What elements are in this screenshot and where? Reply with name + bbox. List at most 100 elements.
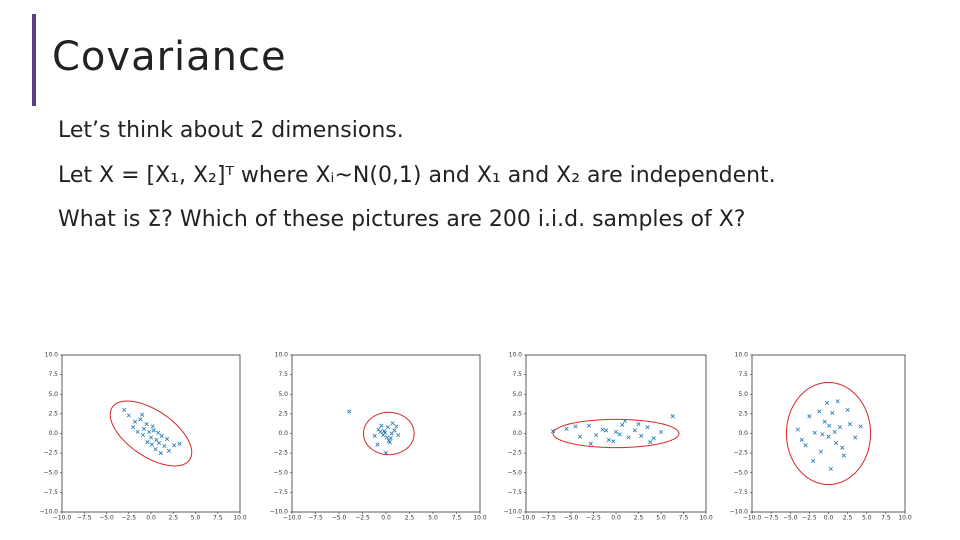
point <box>847 421 853 427</box>
y-tick-label: −2.5 <box>43 450 58 457</box>
x-tick-label: −5.0 <box>332 515 347 522</box>
point <box>147 429 152 435</box>
y-tick-label: −5.0 <box>507 469 522 476</box>
point <box>386 438 391 443</box>
point <box>840 445 845 450</box>
point <box>389 431 394 436</box>
scatter-plot: −10.0 −7.5 −5.0 −2.5 0.0 2.5 5.0 7.5 10.0 −10.0 −7… <box>40 352 247 522</box>
x-tick-label: 7.5 <box>213 515 223 522</box>
point <box>795 427 800 432</box>
slide-title: Covariance <box>52 34 287 80</box>
y-tick-label: 5.0 <box>512 391 522 398</box>
y-tick-label: 2.5 <box>278 410 288 417</box>
x-tick-label: 7.5 <box>679 515 689 522</box>
point <box>131 425 136 430</box>
point <box>577 434 583 439</box>
ellipse <box>785 381 872 486</box>
point <box>588 441 593 446</box>
point <box>156 430 161 435</box>
x-tick-label: −7.5 <box>77 515 92 522</box>
y-tick-label: −10.0 <box>40 509 59 516</box>
bullet-text: Let’s think about 2 dimensions. <box>58 118 404 143</box>
y-tick-label: −2.5 <box>507 450 522 457</box>
point <box>145 440 150 445</box>
y-tick-label: −7.5 <box>733 489 748 496</box>
accent-bar <box>32 14 36 106</box>
x-tick-label: 0.0 <box>611 515 621 522</box>
y-tick-label: 5.0 <box>738 391 748 398</box>
point <box>132 419 138 424</box>
point <box>799 437 804 442</box>
point <box>144 421 149 427</box>
y-tick-label: 7.5 <box>738 371 748 378</box>
point <box>140 432 146 438</box>
point <box>148 435 154 440</box>
point <box>151 428 156 433</box>
x-tick-label: −7.5 <box>541 515 556 522</box>
y-tick-label: 0.0 <box>512 430 522 437</box>
x-tick-label: −10.0 <box>517 515 536 522</box>
point <box>394 424 399 429</box>
point <box>162 443 167 449</box>
point <box>626 435 631 440</box>
y-tick-label: 0.0 <box>278 430 288 437</box>
scatter-plot: −10.0 −7.5 −5.0 −2.5 0.0 2.5 5.0 7.5 10.0 −10.0 −7… <box>270 352 487 522</box>
point <box>564 426 569 431</box>
y-tick-label: −10.0 <box>730 509 749 516</box>
y-tick-label: 10.0 <box>509 352 523 359</box>
point <box>396 432 401 438</box>
ellipse <box>109 400 193 467</box>
x-tick-label: 2.5 <box>634 515 644 522</box>
point <box>158 451 163 456</box>
ellipse <box>362 411 415 456</box>
y-tick-label: 7.5 <box>48 371 58 378</box>
y-tick-label: 0.0 <box>738 430 748 437</box>
point <box>613 429 619 435</box>
point <box>820 432 825 437</box>
point <box>639 433 644 438</box>
x-tick-label: −10.0 <box>743 515 762 522</box>
y-tick-label: −7.5 <box>273 489 288 496</box>
point <box>845 407 850 413</box>
x-tick-label: −5.0 <box>99 515 114 522</box>
point <box>379 423 384 428</box>
x-tick-label: 10.0 <box>233 515 247 522</box>
y-tick-label: 5.0 <box>278 391 288 398</box>
point <box>658 429 664 435</box>
point <box>617 432 622 437</box>
x-tick-label: 0.0 <box>381 515 391 522</box>
point <box>803 443 808 448</box>
x-tick-label: 10.0 <box>699 515 713 522</box>
point <box>606 437 611 442</box>
y-tick-label: 5.0 <box>48 391 58 398</box>
point <box>159 433 164 438</box>
point <box>347 409 352 414</box>
ellipse <box>552 418 680 449</box>
point <box>135 429 140 435</box>
point <box>853 435 858 440</box>
point <box>141 426 146 431</box>
y-tick-label: 10.0 <box>275 352 289 359</box>
x-tick-label: 0.0 <box>146 515 156 522</box>
x-tick-label: 2.5 <box>405 515 415 522</box>
point <box>149 442 154 447</box>
point <box>830 411 835 416</box>
x-tick-label: 2.5 <box>168 515 178 522</box>
point <box>832 429 837 435</box>
point <box>822 419 827 424</box>
point <box>177 441 182 446</box>
x-tick-label: 5.0 <box>428 515 438 522</box>
point <box>550 429 556 434</box>
y-tick-label: 2.5 <box>738 410 748 417</box>
point <box>166 448 171 453</box>
point <box>384 435 390 440</box>
point <box>126 413 131 418</box>
point <box>150 424 155 429</box>
x-tick-label: 2.5 <box>843 515 853 522</box>
y-tick-label: 10.0 <box>45 352 59 359</box>
y-tick-label: 7.5 <box>278 371 288 378</box>
point <box>834 440 839 446</box>
x-tick-label: 7.5 <box>881 515 891 522</box>
x-tick-label: −10.0 <box>283 515 302 522</box>
